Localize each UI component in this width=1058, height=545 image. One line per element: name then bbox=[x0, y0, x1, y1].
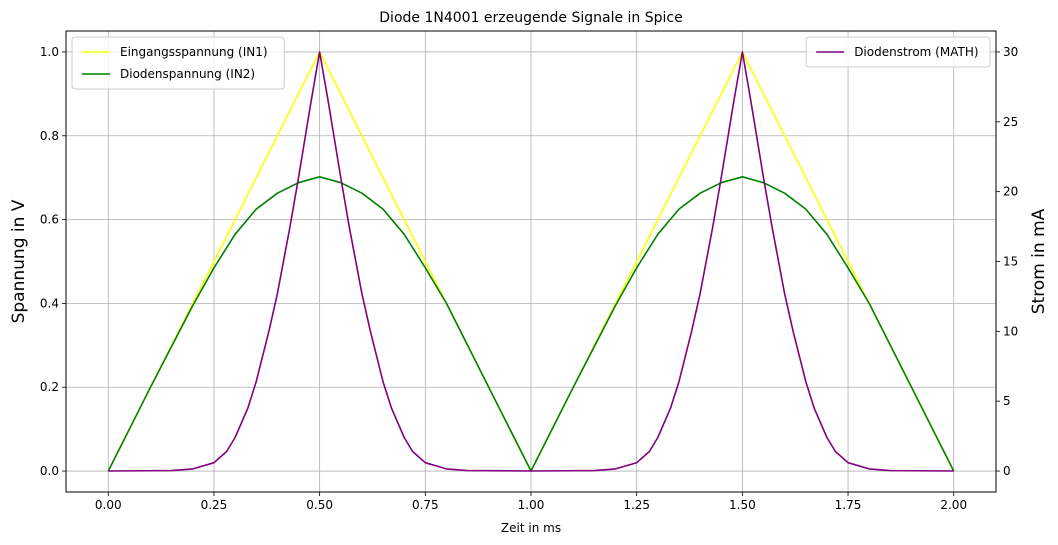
x-tick-label: 0.25 bbox=[201, 498, 228, 512]
x-tick-label: 1.00 bbox=[518, 498, 545, 512]
y-right-tick-label: 10 bbox=[1003, 324, 1018, 338]
series-line-2 bbox=[108, 51, 954, 472]
y-right-tick-label: 25 bbox=[1003, 115, 1018, 129]
y-axis-right-label: Strom in mA bbox=[1029, 208, 1049, 314]
chart-title: Diode 1N4001 erzeugende Signale in Spice bbox=[379, 10, 682, 26]
x-tick-label: 1.50 bbox=[729, 498, 756, 512]
y-right-tick-label: 15 bbox=[1003, 255, 1018, 269]
y-left-tick-label: 0.0 bbox=[40, 464, 59, 478]
y-left-tick-label: 0.2 bbox=[40, 380, 59, 394]
y-left-tick-label: 1.0 bbox=[40, 45, 59, 59]
legend-entry: Diodenstrom (MATH) bbox=[854, 45, 978, 59]
y-right-tick-label: 30 bbox=[1003, 45, 1018, 59]
x-tick-label: 1.75 bbox=[835, 498, 862, 512]
ticks: 0.00 0.25 0.50 0.75 1.00 1.25 1.50 1.75 2.000.00… bbox=[40, 45, 1018, 512]
y-right-tick-label: 20 bbox=[1003, 185, 1018, 199]
y-left-tick-label: 0.4 bbox=[40, 296, 59, 310]
y-right-tick-label: 0 bbox=[1003, 464, 1011, 478]
y-right-tick-label: 5 bbox=[1003, 394, 1011, 408]
x-tick-label: 0.75 bbox=[412, 498, 439, 512]
y-left-tick-label: 0.6 bbox=[40, 213, 59, 227]
series-layer bbox=[107, 51, 955, 472]
x-tick-label: 0.50 bbox=[306, 498, 333, 512]
legend-box bbox=[71, 36, 285, 90]
y-axis-left-label: Spannung in V bbox=[9, 199, 29, 323]
x-axis-label: Zeit in ms bbox=[501, 521, 561, 535]
legend-entry: Eingangsspannung (IN1) bbox=[120, 45, 268, 59]
legend-right: Diodenstrom (MATH) bbox=[805, 36, 991, 68]
y-left-tick-label: 0.8 bbox=[40, 129, 59, 143]
legend-box bbox=[805, 36, 991, 68]
legend-left: Eingangsspannung (IN1) Diodenspannung (IN… bbox=[71, 36, 285, 90]
legend-entry: Diodenspannung (IN2) bbox=[120, 67, 255, 81]
x-tick-label: 2.00 bbox=[940, 498, 967, 512]
x-tick-label: 1.25 bbox=[623, 498, 650, 512]
x-tick-label: 0.00 bbox=[95, 498, 122, 512]
